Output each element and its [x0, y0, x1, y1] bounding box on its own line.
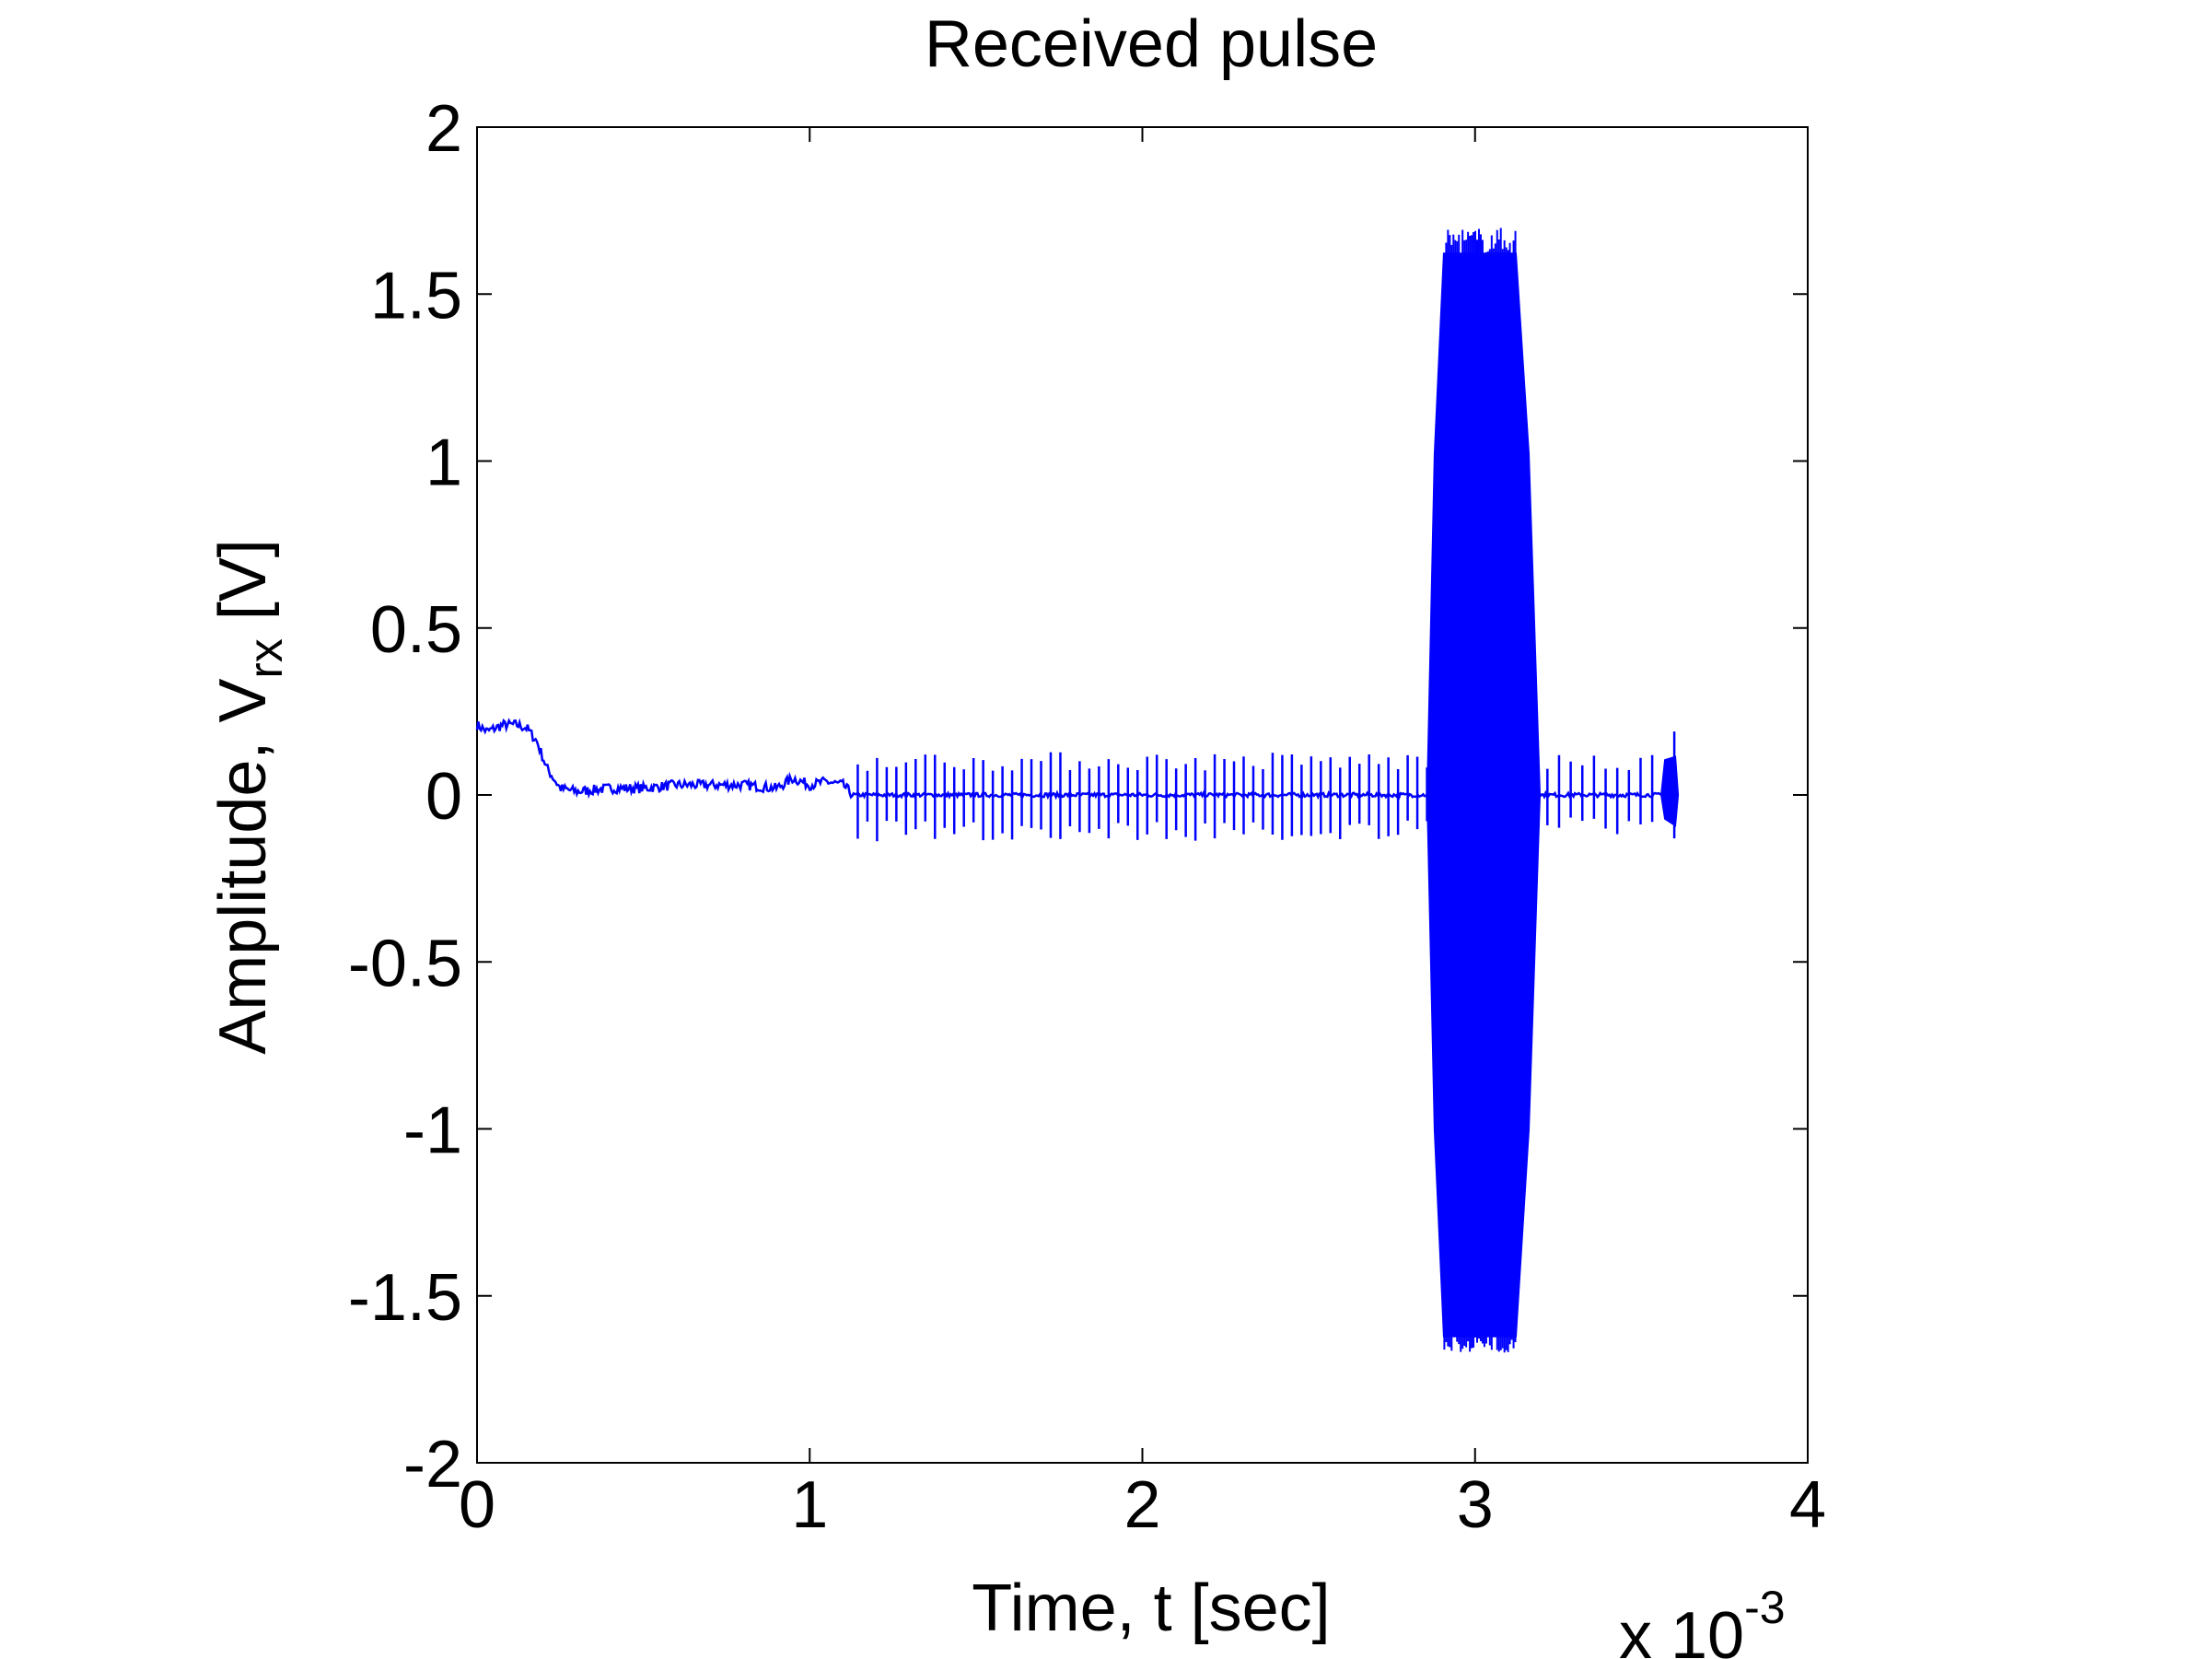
y-tick-label: 1.5: [370, 259, 462, 333]
y-tick-label: -1.5: [348, 1261, 462, 1335]
tick-labels: 0 1 2 3 4 2 1.5 1 0.5 0 -0.5 -1 -1.5 -2: [348, 92, 1826, 1542]
y-tick-label: -2: [403, 1428, 462, 1501]
y-axis-title-suffix: [V]: [206, 539, 280, 638]
x-tick-label: 3: [1457, 1468, 1494, 1542]
x-tick-label: 0: [459, 1468, 495, 1542]
x-tick-label: 1: [791, 1468, 828, 1542]
signal-tail-burst: [1660, 755, 1680, 827]
x-tick-label: 4: [1789, 1468, 1826, 1542]
x-multiplier-base: x 10: [1619, 1599, 1744, 1659]
data-layer: [475, 228, 1680, 1353]
x-multiplier-exponent: -3: [1744, 1582, 1785, 1633]
x-axis-title: Time, t [sec]: [972, 1571, 1330, 1645]
x-multiplier: x 10-3: [1619, 1582, 1786, 1659]
y-tick-label: 0: [425, 760, 462, 834]
x-tick-label: 2: [1123, 1468, 1160, 1542]
y-tick-label: 2: [425, 92, 462, 166]
y-tick-label: 0.5: [370, 593, 462, 667]
plot-area: [475, 126, 1809, 1464]
y-tick-label: -1: [403, 1094, 462, 1168]
y-tick-label: -0.5: [348, 927, 462, 1000]
y-tick-label: 1: [425, 426, 462, 500]
y-axis-title-prefix: Amplitude, V: [206, 679, 280, 1055]
chart-title: Received pulse: [925, 7, 1378, 81]
ticks-layer: [476, 126, 1809, 1464]
y-axis-title-subscript: rx: [239, 638, 293, 678]
y-axis-title: Amplitude, Vrx [V]: [206, 539, 293, 1055]
